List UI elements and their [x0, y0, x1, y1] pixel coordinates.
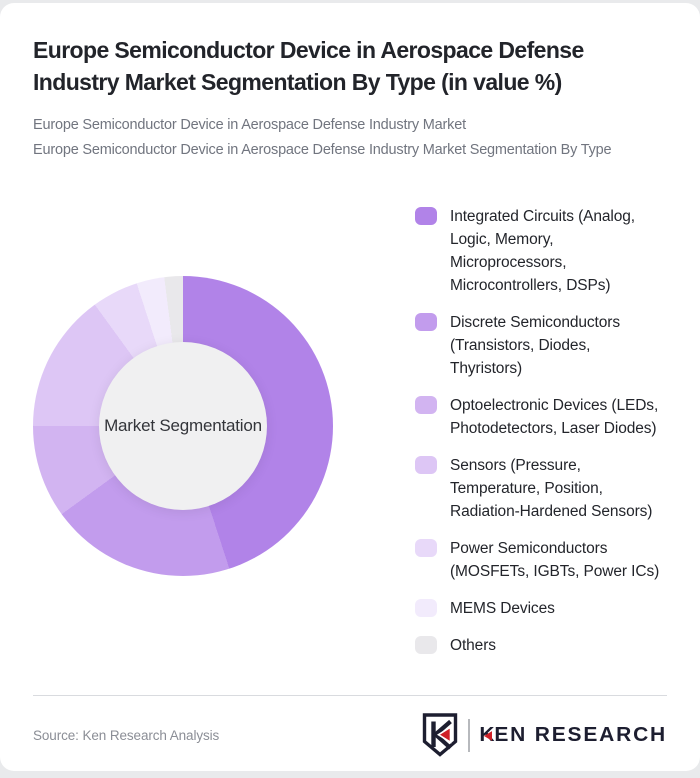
ken-shield-icon — [423, 713, 458, 757]
legend-item-discrete-semiconductors: Discrete Semiconductors (Transistors, Di… — [415, 311, 667, 380]
footer: Source: Ken Research Analysis KEN RESEAR… — [33, 709, 667, 761]
footer-divider — [33, 695, 667, 696]
chart-area: Market Segmentation Integrated Circuits … — [33, 205, 667, 675]
report-card: Europe Semiconductor Device in Aerospace… — [0, 3, 700, 771]
brand-wordmark: KEN RESEARCH — [479, 723, 667, 746]
legend: Integrated Circuits (Analog, Logic, Memo… — [415, 205, 667, 657]
legend-swatch — [415, 313, 437, 331]
legend-label: Others — [450, 637, 496, 654]
donut-center-label: Market Segmentation — [104, 416, 262, 435]
legend-swatch — [415, 539, 437, 557]
legend-item-integrated-circuits: Integrated Circuits (Analog, Logic, Memo… — [415, 205, 667, 297]
legend-item-optoelectronic-devices: Optoelectronic Devices (LEDs, Photodetec… — [415, 394, 667, 440]
brand-wordmark-rest: EN RESEARCH — [494, 723, 667, 746]
legend-swatch — [415, 207, 437, 225]
logo-separator — [468, 718, 471, 752]
legend-label: Sensors (Pressure, Temperature, Position… — [450, 457, 653, 520]
legend-item-others: Others — [415, 634, 667, 657]
legend-label: Discrete Semiconductors (Transistors, Di… — [450, 314, 620, 377]
subtitle-line-2: Europe Semiconductor Device in Aerospace… — [33, 142, 612, 158]
legend-swatch — [415, 456, 437, 474]
subtitle-block: Europe Semiconductor Device in Aerospace… — [33, 113, 667, 163]
page-title: Europe Semiconductor Device in Aerospace… — [33, 37, 584, 95]
legend-swatch — [415, 396, 437, 414]
ken-research-logo: KEN RESEARCH — [420, 712, 667, 758]
legend-label: Integrated Circuits (Analog, Logic, Memo… — [450, 208, 636, 294]
subtitle-line-1: Europe Semiconductor Device in Aerospace… — [33, 117, 466, 133]
legend-swatch — [415, 636, 437, 654]
legend-item-mems-devices: MEMS Devices — [415, 597, 667, 620]
legend-swatch — [415, 599, 437, 617]
source-text: Source: Ken Research Analysis — [33, 727, 220, 743]
donut-center: Market Segmentation — [99, 342, 267, 510]
donut-chart: Market Segmentation — [33, 276, 333, 576]
legend-label: MEMS Devices — [450, 600, 555, 617]
legend-label: Power Semiconductors (MOSFETs, IGBTs, Po… — [450, 540, 660, 580]
brand-k-accent-icon — [483, 731, 492, 741]
legend-item-power-semiconductors: Power Semiconductors (MOSFETs, IGBTs, Po… — [415, 537, 667, 583]
legend-item-sensors: Sensors (Pressure, Temperature, Position… — [415, 454, 667, 523]
legend-label: Optoelectronic Devices (LEDs, Photodetec… — [450, 397, 659, 437]
